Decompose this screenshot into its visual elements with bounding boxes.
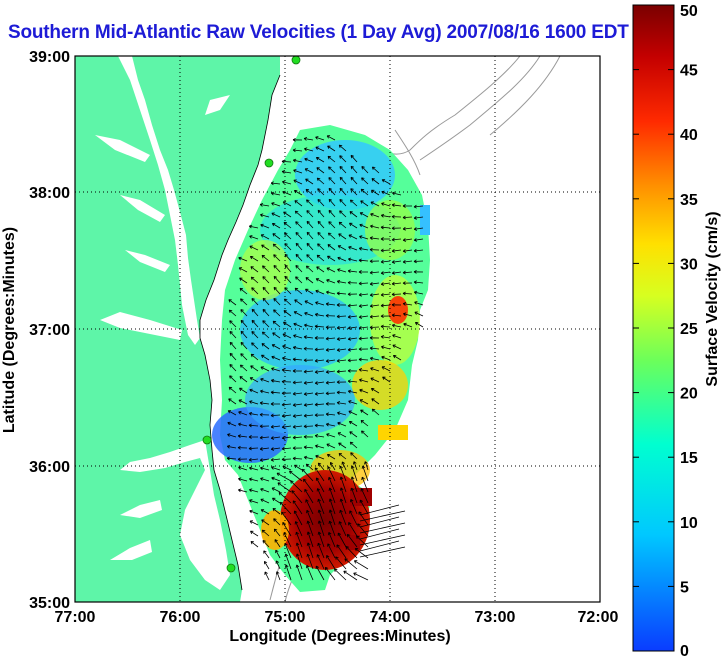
graticule	[75, 56, 600, 602]
colorbar-tick-label: 0	[680, 643, 689, 659]
velocity-field	[212, 125, 430, 592]
colorbar-tick-label: 30	[680, 256, 698, 273]
colorbar-tick-label: 40	[680, 127, 698, 144]
colorbar-tick-label: 25	[680, 321, 698, 338]
y-tick-label: 36:00	[29, 459, 70, 476]
hf-radar-station-icon	[202, 435, 212, 445]
x-axis: 77:00 76:00 75:00 74:00 73:00 72:00 Long…	[55, 609, 619, 645]
colorbar-tick-label: 5	[680, 579, 689, 596]
colorbar-tick-label: 45	[680, 63, 698, 80]
x-tick-label: 74:00	[370, 609, 411, 626]
colorbar-scale	[632, 4, 675, 652]
y-tick-label: 38:00	[29, 185, 70, 202]
colorbar-tick-label: 15	[680, 450, 698, 467]
x-tick-label: 75:00	[265, 609, 306, 626]
pamlico-sound	[120, 440, 230, 590]
x-axis-label: Longitude (Degrees:Minutes)	[229, 628, 450, 645]
x-tick-label: 73:00	[475, 609, 516, 626]
colorbar-label: Surface Velocity (cm/s)	[704, 211, 721, 386]
y-tick-label: 37:00	[29, 322, 70, 339]
y-tick-label: 35:00	[29, 595, 70, 612]
colorbar-tick-label: 10	[680, 515, 698, 532]
colorbar-tick-label: 20	[680, 386, 698, 403]
y-tick-label: 39:00	[29, 49, 70, 66]
x-tick-label: 76:00	[160, 609, 201, 626]
colorbar-tick-label: 50	[680, 3, 698, 20]
x-tick-label: 77:00	[55, 609, 96, 626]
y-axis: 39:00 38:00 37:00 36:00 35:00 Latitude (…	[1, 49, 70, 612]
map-title: Southern Mid-Atlantic Raw Velocities (1 …	[8, 22, 629, 43]
hf-radar-station-icon	[291, 56, 301, 65]
hf-radar-station-icon	[226, 563, 236, 573]
colorbar-tick-label: 35	[680, 192, 698, 209]
hf-radar-station-icon	[264, 158, 274, 168]
x-tick-label: 72:00	[578, 609, 619, 626]
velocity-vectors	[226, 135, 424, 581]
y-axis-label: Latitude (Degrees:Minutes)	[1, 227, 18, 433]
